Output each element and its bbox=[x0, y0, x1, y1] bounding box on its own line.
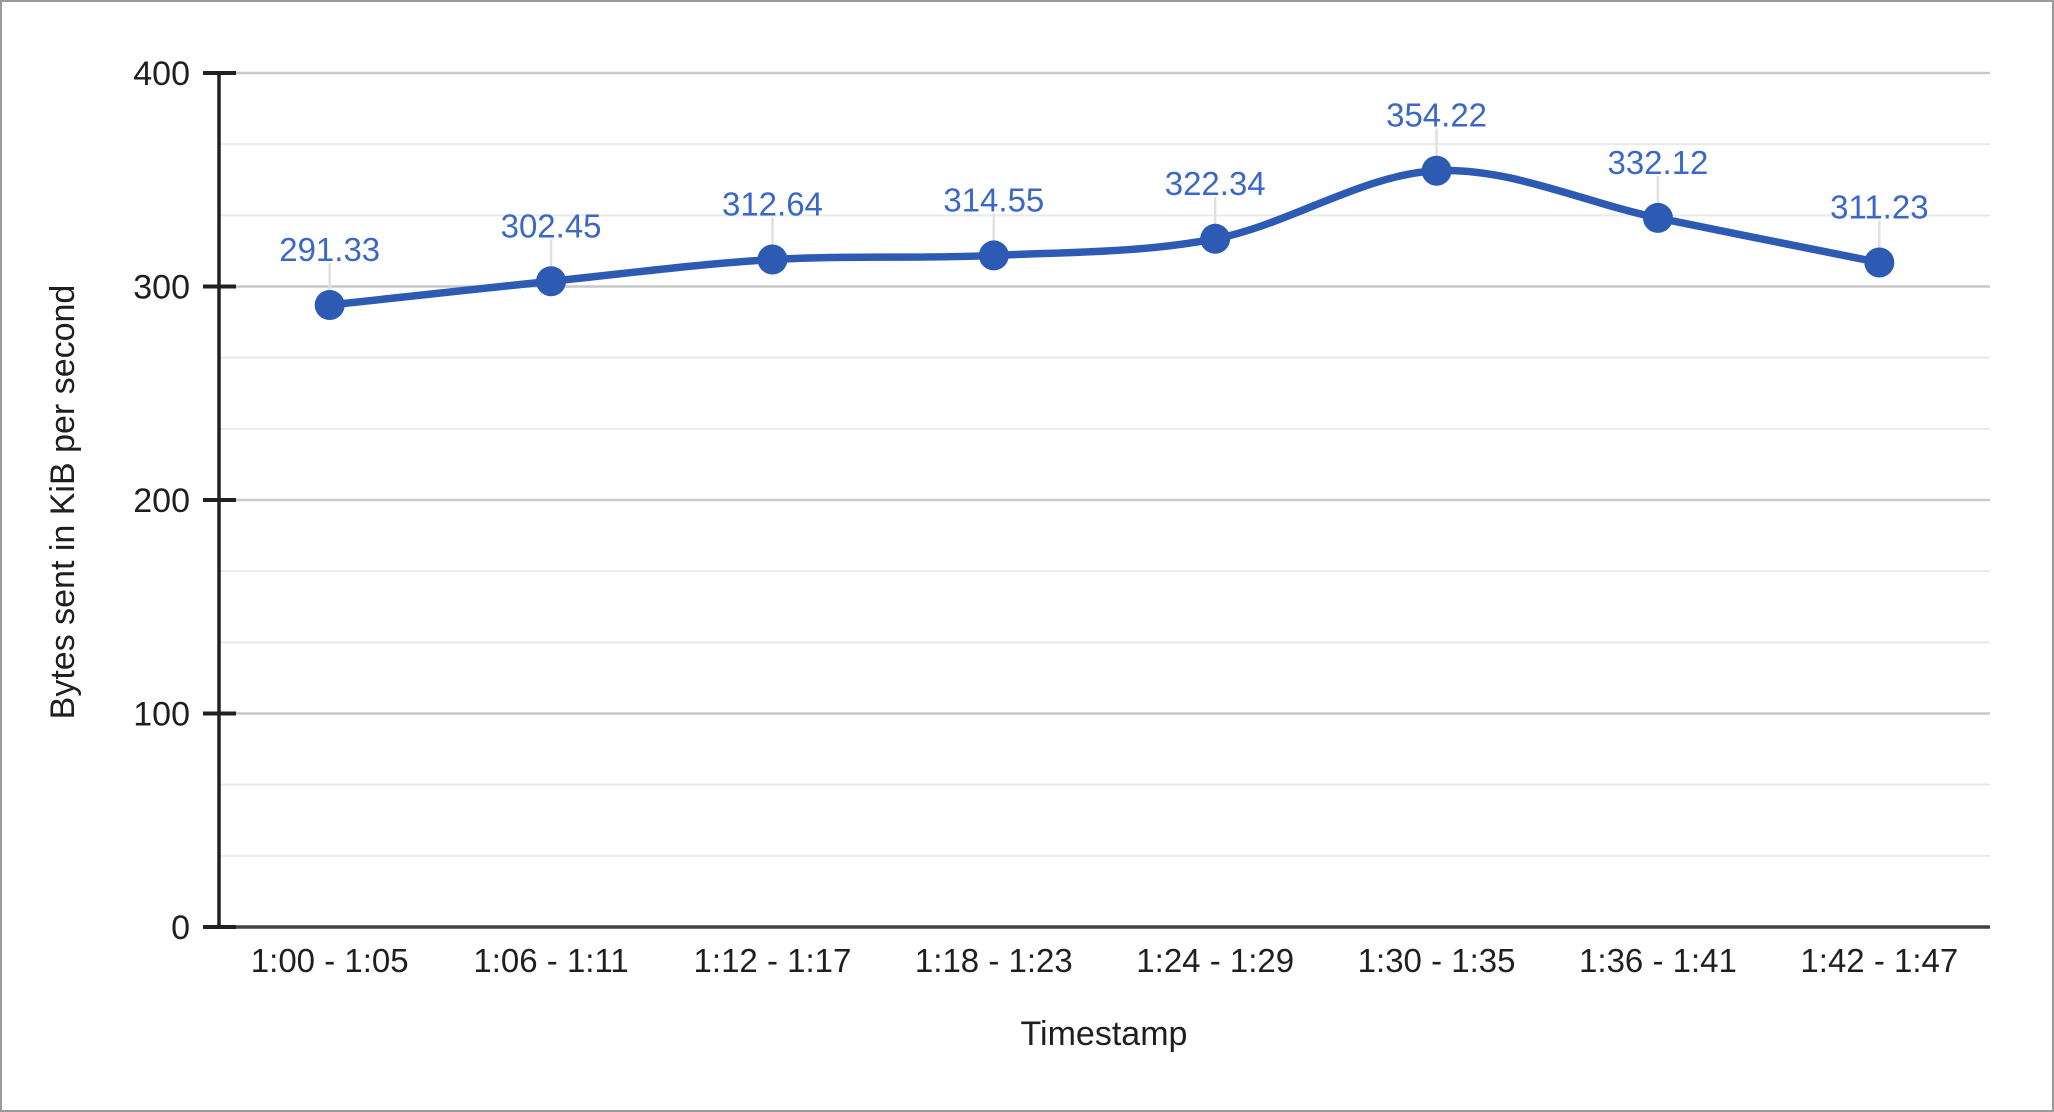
data-label: 291.33 bbox=[279, 231, 380, 268]
major-gridlines bbox=[219, 71, 1990, 715]
x-tick-label: 1:30 - 1:35 bbox=[1358, 942, 1516, 979]
y-tick-label: 200 bbox=[133, 482, 190, 520]
data-label-callouts bbox=[328, 128, 1881, 296]
x-tick-label: 1:06 - 1:11 bbox=[473, 942, 628, 979]
y-tick-label: 0 bbox=[171, 909, 190, 947]
x-tick-label: 1:42 - 1:47 bbox=[1800, 942, 1958, 979]
data-label: 302.45 bbox=[501, 207, 602, 244]
data-point-marker[interactable] bbox=[1200, 223, 1231, 254]
data-point-marker[interactable] bbox=[1642, 202, 1673, 233]
data-labels: 291.33 302.45 312.64 314.55 322.34 354.22 332.… bbox=[279, 97, 1928, 268]
series-line bbox=[325, 166, 1884, 309]
data-point-marker[interactable] bbox=[314, 290, 345, 321]
data-point-markers bbox=[314, 155, 1895, 321]
x-axis-tick-labels: 1:00 - 1:05 1:06 - 1:11 1:12 - 1:17 1:18 - … bbox=[251, 942, 1958, 979]
x-tick-label: 1:36 - 1:41 bbox=[1579, 942, 1737, 979]
data-point-marker[interactable] bbox=[978, 240, 1009, 271]
minor-gridlines bbox=[219, 72, 1990, 857]
data-point-marker[interactable] bbox=[1864, 247, 1895, 278]
series-path bbox=[325, 166, 1884, 309]
x-tick-label: 1:00 - 1:05 bbox=[251, 942, 409, 979]
axes bbox=[203, 71, 1990, 929]
data-label: 311.23 bbox=[1830, 189, 1928, 226]
data-label: 314.55 bbox=[943, 181, 1044, 218]
x-tick-label: 1:18 - 1:23 bbox=[915, 942, 1073, 979]
data-point-marker[interactable] bbox=[1421, 155, 1452, 186]
data-label: 312.64 bbox=[722, 186, 823, 223]
data-label: 332.12 bbox=[1607, 144, 1708, 181]
x-axis-title: Timestamp bbox=[1021, 1015, 1188, 1053]
y-axis-tick-labels: 0 100 200 300 400 bbox=[133, 55, 190, 947]
data-label: 322.34 bbox=[1165, 165, 1266, 202]
x-tick-label: 1:24 - 1:29 bbox=[1136, 942, 1294, 979]
data-point-marker[interactable] bbox=[757, 244, 788, 275]
data-label: 354.22 bbox=[1386, 97, 1487, 134]
data-point-marker[interactable] bbox=[536, 266, 567, 297]
y-axis-title: Bytes sent in KiB per second bbox=[44, 285, 82, 720]
y-tick-label: 100 bbox=[133, 696, 190, 734]
y-tick-label: 400 bbox=[133, 55, 190, 93]
x-tick-label: 1:12 - 1:17 bbox=[694, 942, 852, 979]
y-tick-label: 300 bbox=[133, 269, 190, 307]
